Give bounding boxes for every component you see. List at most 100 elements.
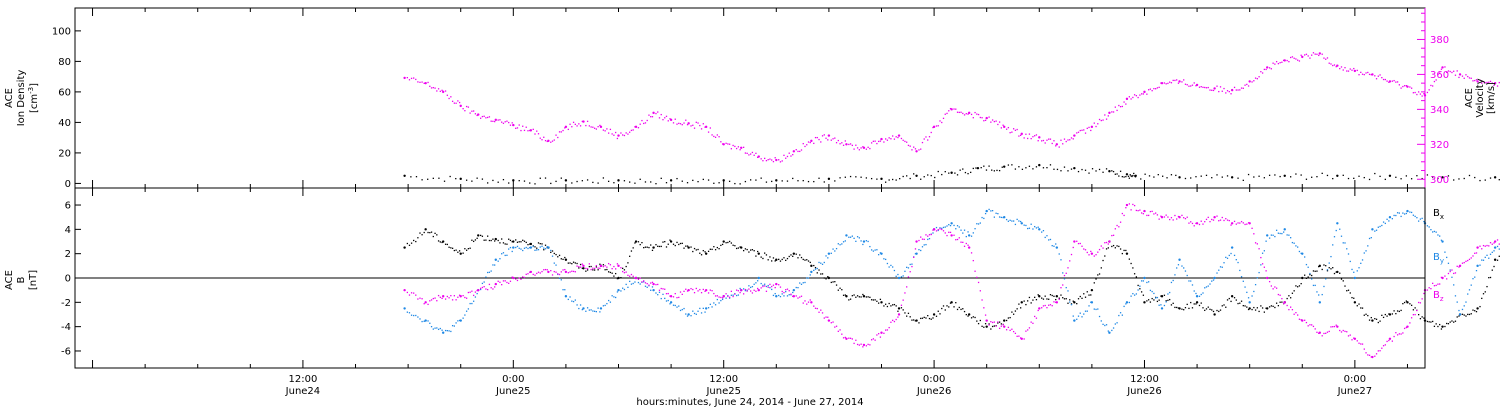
bz-fill-dot [1191,222,1194,225]
by-fill-dot [1107,330,1109,332]
velocity-point [1178,80,1181,83]
velocity-fill-dot [1251,81,1253,83]
bz-fill-dot [1349,334,1351,336]
by-fill-dot [795,286,797,289]
time-tick-label: 0:00 [923,374,945,385]
velocity-fill-dot [1454,74,1457,76]
by-fill-dot [932,232,934,234]
bz-fill-dot [904,292,906,294]
bx-fill-dot [983,326,985,328]
bz-fill-dot [1307,325,1309,327]
velocity-fill-dot [1048,138,1050,140]
velocity-fill-dot [949,107,952,110]
density-fill-dot [455,177,457,180]
by-fill-dot [546,246,548,248]
bz-point [1125,203,1129,207]
bz-fill-dot [1205,218,1208,221]
by-fill-dot [1181,265,1183,267]
b-axis-label-line1: ACE [4,270,15,290]
bx-fill-dot [960,308,962,311]
by-point [1038,228,1041,231]
velocity-fill-dot [1114,106,1116,108]
velocity-point [740,146,743,150]
density-fill-dot [970,171,972,174]
bz-fill-dot [1344,330,1346,333]
bx-fill-dot [650,244,652,246]
bx-fill-dot [1253,306,1255,309]
bz-point [547,270,550,274]
by-fill-dot [744,289,747,292]
by-fill-dot [1305,263,1308,266]
bx-fill-dot [762,257,764,260]
bx-point [1090,288,1094,292]
bz-point [529,270,533,274]
density-fill-dot [937,170,939,173]
bz-fill-dot [606,266,608,268]
bz-fill-dot [1419,302,1422,304]
bx-fill-dot [1242,305,1244,307]
bx-fill-dot [1000,323,1003,325]
bz-fill-dot [1216,215,1218,217]
bx-fill-dot [413,239,415,242]
density-fill-dot [941,173,943,176]
by-fill-dot [685,313,687,315]
bx-fill-dot [713,246,715,248]
by-fill-dot [781,293,783,295]
bz-fill-dot [616,263,619,265]
bx-fill-dot [709,248,711,250]
bz-fill-dot [834,326,836,328]
density-fill-dot [697,180,699,183]
density-fill-dot [1132,174,1134,177]
x-axis-title: hours:minutes, June 24, 2014 - June 27, … [636,397,863,408]
bx-fill-dot [1409,303,1411,305]
by-fill-dot [527,247,529,250]
by-fill-dot [1244,286,1246,288]
by-fill-dot [1342,242,1344,244]
bz-fill-dot [1095,254,1097,256]
bx-fill-dot [941,307,943,310]
velocity-point [1003,125,1006,129]
density-fill-dot [1200,175,1202,177]
density-fill-dot [1129,174,1131,176]
bz-fill-dot [1274,286,1276,288]
by-point [1406,209,1409,213]
velocity-fill-dot [767,159,769,161]
bz-fill-dot [467,291,470,294]
velocity-fill-dot [1193,82,1195,84]
velocity-point [1230,88,1234,92]
by-fill-dot [576,304,578,306]
velocity-fill-dot [648,114,650,116]
bz-fill-dot [1097,251,1099,253]
bz-point [477,288,480,292]
velocity-fill-dot [571,126,573,128]
density-fill-dot [1070,168,1073,170]
bx-point [757,252,760,255]
density-point [403,174,406,177]
density-point [827,177,831,181]
bz-fill-dot [906,286,908,288]
bx-fill-dot [1014,310,1017,312]
bx-fill-dot [1349,292,1351,294]
bz-series [403,203,1500,359]
bz-point [704,288,708,292]
velocity-fill-dot [1286,59,1288,62]
velocity-fill-dot [444,90,447,92]
bz-fill-dot [1247,222,1250,224]
bx-fill-dot [1037,294,1039,296]
velocity-fill-dot [1391,80,1393,82]
by-fill-dot [453,325,456,327]
bx-fill-dot [472,240,475,243]
velocity-fill-dot [909,145,911,147]
velocity-fill-dot [604,130,606,132]
density-fill-dot [1067,170,1069,172]
by-point [403,307,406,310]
bx-fill-dot [962,308,964,310]
bz-fill-dot [1225,218,1227,220]
by-point [599,307,603,310]
bz-fill-dot [976,276,978,279]
density-axis-tick-label: 100 [52,26,71,37]
bx-fill-dot [921,317,924,319]
density-fill-dot [629,181,631,183]
bz-fill-dot [546,269,548,271]
bz-fill-dot [1132,203,1134,206]
